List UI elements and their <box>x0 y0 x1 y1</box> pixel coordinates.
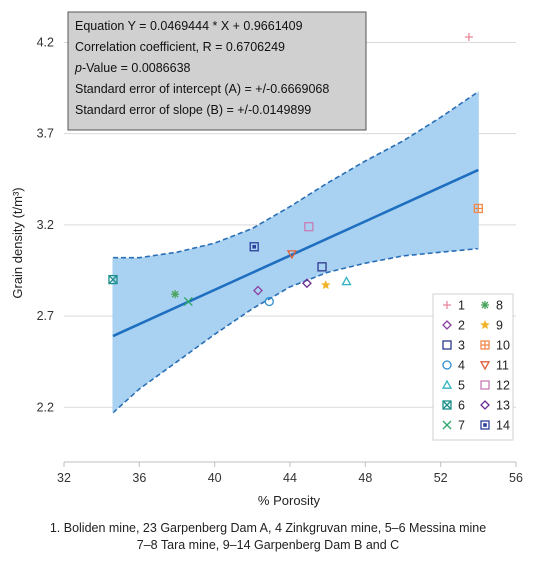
legend-marker-5 <box>441 379 453 389</box>
x-tick-label: 48 <box>358 471 372 485</box>
data-point-series-7 <box>183 297 193 306</box>
y-tick-label: 2.2 <box>37 400 54 414</box>
legend-marker-14 <box>480 420 490 430</box>
annotation-line-3: p-Value = 0.0086638 <box>74 61 191 75</box>
legend-label-4: 4 <box>458 359 465 373</box>
statistics-annotation: Equation Y = 0.0469444 * X + 0.9661409 Co… <box>67 11 367 131</box>
data-point-series-13 <box>302 278 312 289</box>
legend-label-7: 7 <box>458 419 465 433</box>
axes: 2.22.73.23.74.232 36 40 44 48 52 56 <box>37 35 523 485</box>
legend-label-8: 8 <box>496 299 503 313</box>
legend-marker-13 <box>480 400 490 410</box>
data-point-series-10 <box>473 203 483 214</box>
legend-label-9: 9 <box>496 319 503 333</box>
legend-marker-8 <box>481 301 489 309</box>
regression-line-path <box>112 168 479 338</box>
x-tick-label: 32 <box>57 471 71 485</box>
legend-marker-7 <box>442 420 452 430</box>
legend-marker-10 <box>480 340 490 350</box>
scatter-chart: 2.22.73.23.74.232 36 40 44 48 52 56 Equation Y… <box>10 11 523 508</box>
legend-label-2: 2 <box>458 319 465 333</box>
figure-caption-line-1: 1. Boliden mine, 23 Garpenberg Dam A, 4 … <box>49 521 487 535</box>
annotation-line-4: Standard error of intercept (A) = +/-0.6… <box>75 82 329 96</box>
figure-caption-line-2: 7–8 Tara mine, 9–14 Garpenberg Dam B and… <box>136 538 400 552</box>
data-point-series-4 <box>264 296 274 307</box>
legend-label-11: 11 <box>496 359 509 373</box>
data-point-series-6 <box>108 274 118 285</box>
legend-marker-6 <box>442 400 452 410</box>
annotation-line-1: Equation Y = 0.0469444 * X + 0.9661409 <box>75 19 303 33</box>
x-tick-label: 44 <box>283 471 297 485</box>
regression-line <box>112 168 479 338</box>
legend-label-10: 10 <box>496 339 510 353</box>
legend-marker-11 <box>479 361 491 371</box>
legend-marker-2 <box>442 320 452 330</box>
legend-marker-12 <box>480 380 490 390</box>
x-tick-label: 40 <box>208 471 222 485</box>
legend-label-5: 5 <box>458 379 465 393</box>
upper-confidence-limit <box>113 91 479 259</box>
data-point-series-11 <box>286 250 297 260</box>
x-tick-label: 36 <box>132 471 146 485</box>
data-point-series-12 <box>304 222 314 232</box>
data-point-series-2 <box>253 285 263 296</box>
legend-marker-1 <box>443 301 451 309</box>
data-point-series-14 <box>249 242 259 252</box>
data-points <box>108 33 483 307</box>
legend-label-1: 1 <box>458 299 465 313</box>
legend-marker-4 <box>442 360 452 370</box>
legend-label-6: 6 <box>458 399 465 413</box>
legend-box <box>432 293 514 441</box>
y-tick-label: 4.2 <box>37 35 54 49</box>
data-point-series-1 <box>464 33 473 42</box>
legend-label-14: 14 <box>496 419 510 433</box>
y-tick-label: 3.2 <box>37 218 54 232</box>
legend-marker-3 <box>442 340 452 350</box>
legend-label-12: 12 <box>496 379 510 393</box>
y-axis-label: Grain density (t/m³) <box>10 187 25 298</box>
annotation-box <box>67 11 367 131</box>
data-point-series-3 <box>317 262 327 272</box>
legend-label-13: 13 <box>496 399 510 413</box>
legend-marker-9 <box>480 320 490 330</box>
annotation-line-5: Standard error of slope (B) = +/-0.01498… <box>75 103 311 117</box>
data-point-series-8 <box>171 290 180 299</box>
legend-label-3: 3 <box>458 339 465 353</box>
lower-confidence-limit <box>112 247 479 414</box>
data-point-series-9 <box>321 280 331 290</box>
x-tick-label: 56 <box>509 471 523 485</box>
annotation-line-2: Correlation coefficient, R = 0.6706249 <box>75 40 285 54</box>
data-point-series-5 <box>341 276 352 286</box>
x-tick-label: 52 <box>434 471 448 485</box>
x-axis-label: % Porosity <box>258 493 321 508</box>
y-tick-label: 3.7 <box>37 127 54 141</box>
y-tick-label: 2.7 <box>37 309 54 323</box>
